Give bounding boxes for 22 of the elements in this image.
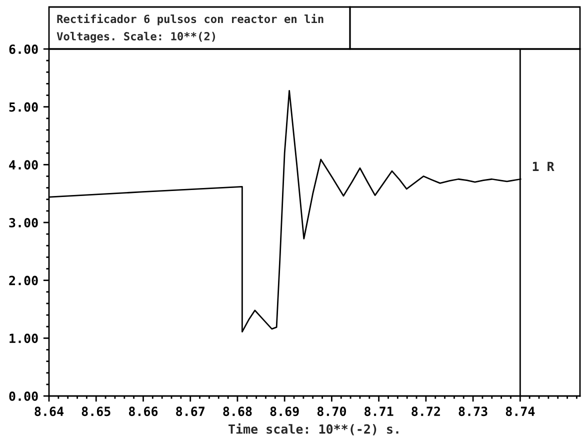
x-tick-label: 8.69 [270,406,299,416]
y-tick-label: 3.00 [9,218,38,228]
y-tick-label: 1.00 [10,334,38,344]
chart-title: Rectificador 6 pulsos con reactor en lin [57,14,324,26]
x-axis-title: Time scale: 10**(-2) s. [228,423,398,436]
x-tick-label: 8.70 [317,406,346,416]
chart-subtitle: Voltages. Scale: 10**(2) [56,32,215,43]
x-tick-label: 8.68 [223,406,252,416]
x-tick-label: 8.67 [176,406,204,416]
x-tick-label: 8.73 [458,406,488,416]
y-tick-label: 2.00 [9,276,38,286]
x-tick-label: 8.72 [412,406,440,416]
series-label: 1 R [532,162,554,171]
x-tick-label: 8.64 [34,406,64,416]
y-tick-label: 0.00 [9,391,38,401]
y-tick-label: 4.00 [9,160,38,170]
x-tick-label: 8.71 [364,406,394,416]
y-tick-label: 5.00 [9,102,38,112]
x-tick-label: 8.65 [82,406,110,416]
y-tick-label: 6.00 [9,44,38,54]
x-tick-label: 8.74 [506,406,535,416]
x-tick-label: 8.66 [128,406,158,416]
